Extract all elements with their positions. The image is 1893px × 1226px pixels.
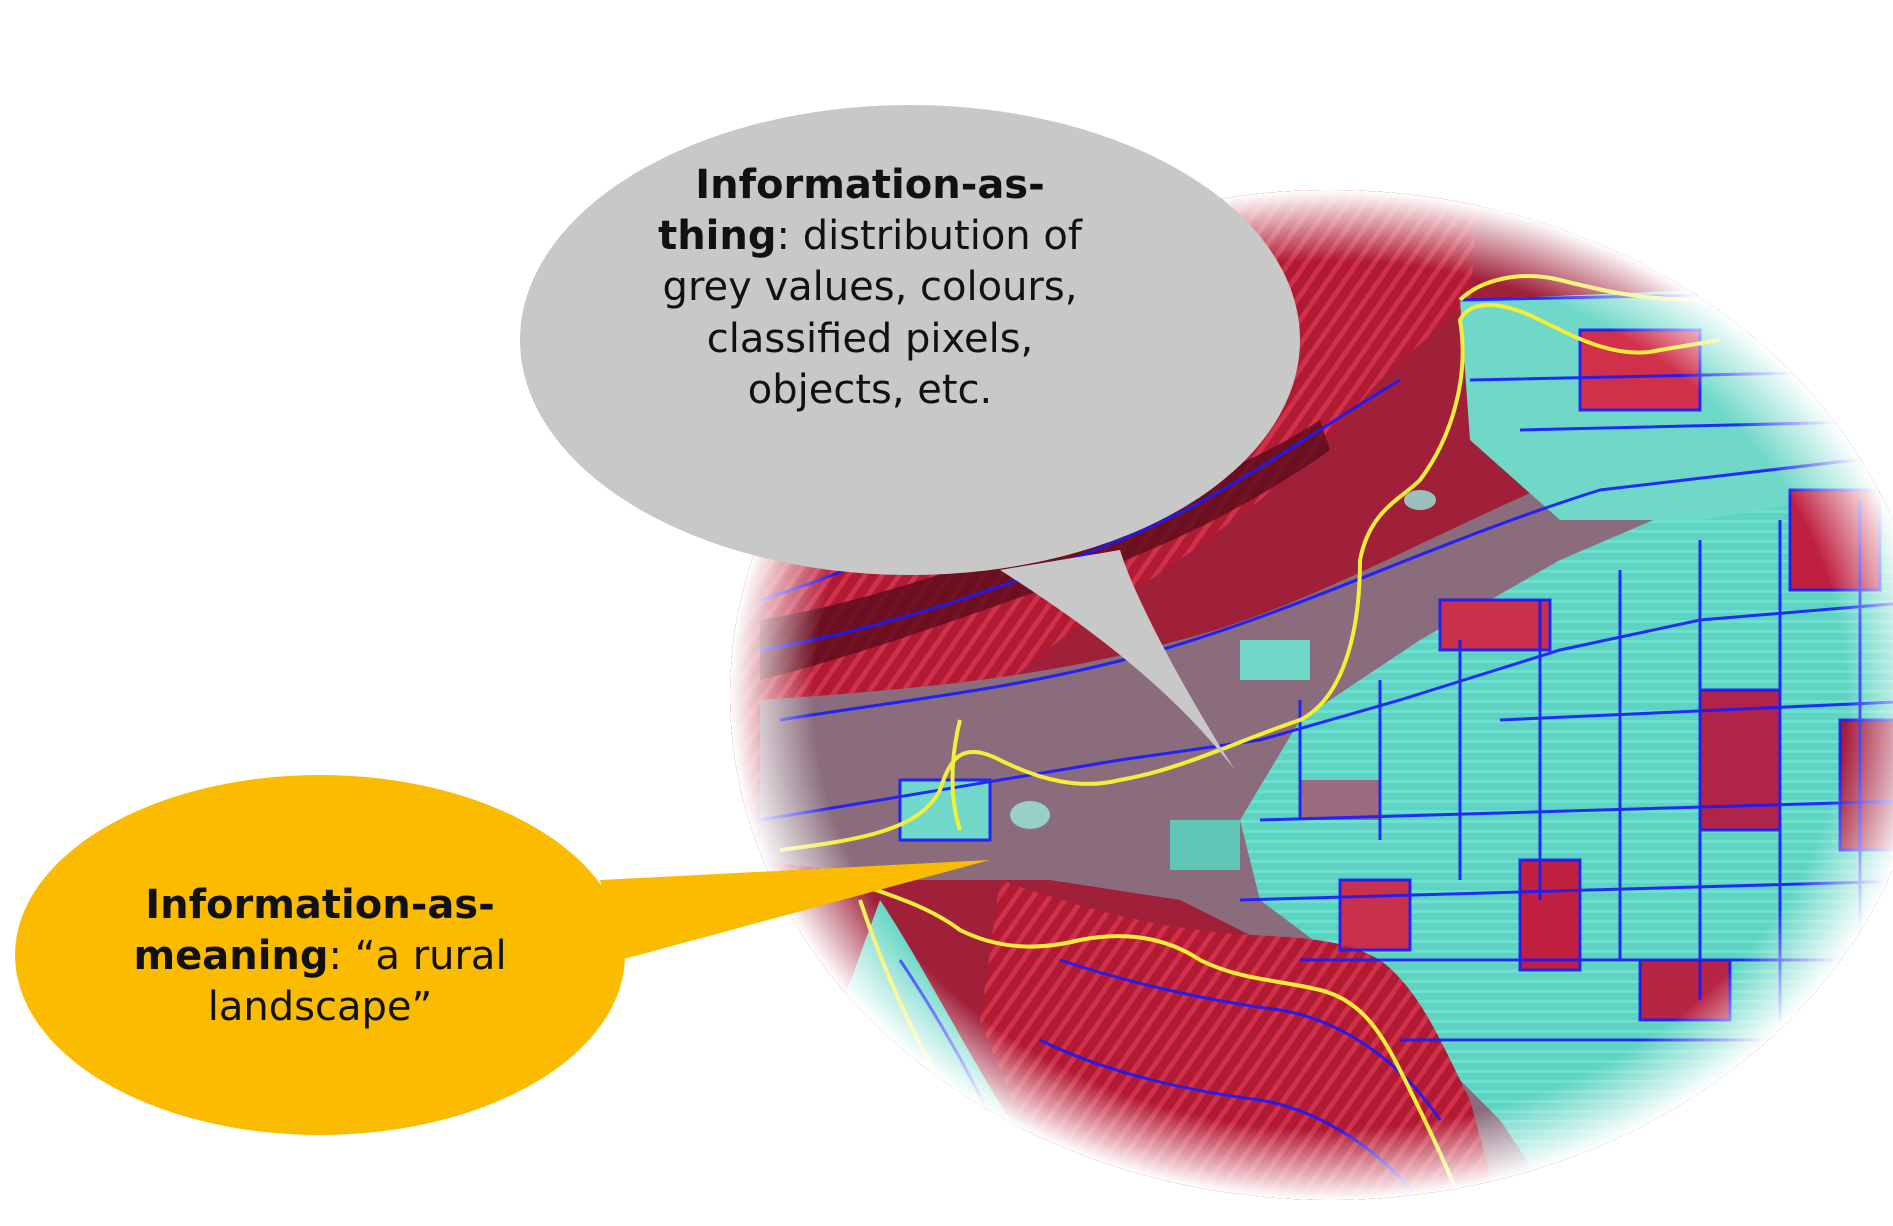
thing-rest-line2: : distribution of [776, 213, 1082, 260]
thing-line5: objects, etc. [747, 366, 993, 413]
meaning-term-line1: Information-as- [145, 882, 495, 928]
meaning-term-line2: meaning [133, 933, 329, 980]
thing-term-line2: thing [658, 213, 777, 260]
thing-term-line1: Information-as- [695, 162, 1045, 208]
meaning-rest-line2: : “a rural [328, 933, 507, 980]
meaning-bubble-text: Information-as- meaning: “a rural landsc… [100, 880, 540, 1034]
meaning-line3: landscape” [207, 984, 433, 1031]
thing-speech-bubble [520, 105, 1300, 770]
meaning-speech-bubble [15, 775, 990, 1135]
thing-bubble-text: Information-as- thing: distribution of g… [640, 160, 1100, 416]
thing-line3: grey values, colours, [662, 264, 1078, 311]
thing-line4: classified pixels, [706, 315, 1034, 362]
